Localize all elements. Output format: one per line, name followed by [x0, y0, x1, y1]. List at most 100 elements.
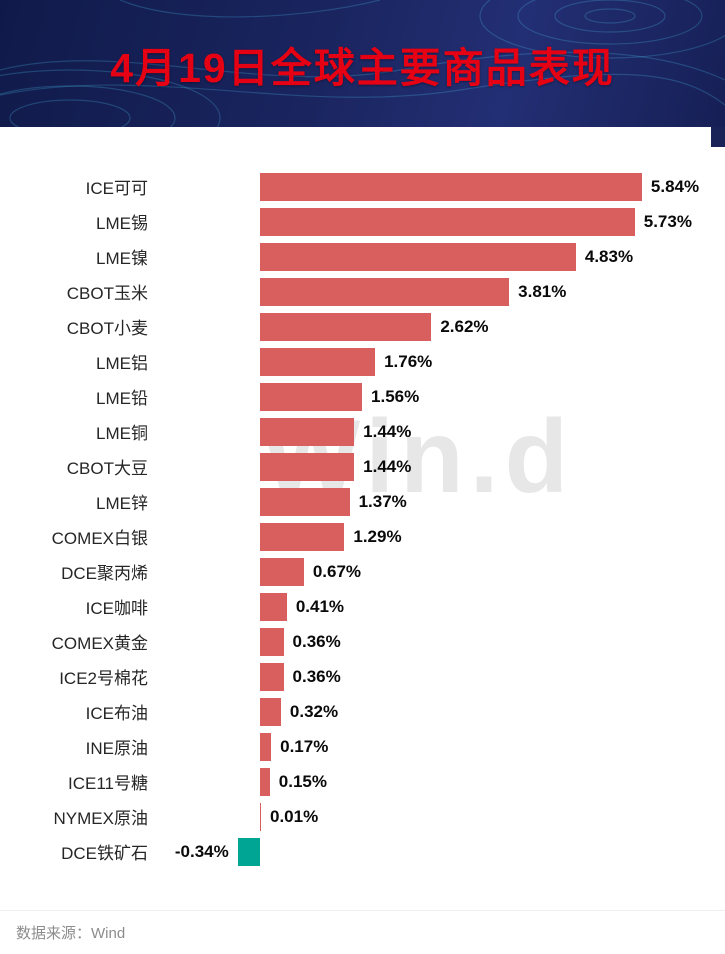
header-banner: 4月19日全球主要商品表现	[0, 0, 725, 127]
value-label: 0.36%	[292, 666, 341, 686]
chart-row: ICE11号糖 0.15%	[0, 764, 725, 799]
chart-row: LME铜 1.44%	[0, 414, 725, 449]
bar-zone: 0.17%	[152, 729, 725, 764]
value-label: 1.44%	[363, 456, 412, 476]
footer: 数据来源：Wind	[0, 910, 725, 954]
value-bar	[260, 382, 363, 411]
value-label: 0.01%	[270, 806, 319, 826]
value-label: 0.41%	[295, 596, 345, 616]
category-label: LME铅	[96, 389, 148, 408]
value-bar	[260, 522, 345, 551]
value-bar	[260, 277, 510, 306]
bar-zone: 2.62%	[152, 309, 725, 344]
data-source-label: 数据来源：Wind	[16, 925, 126, 942]
bar-zone: 0.01%	[152, 799, 725, 834]
value-bar	[260, 312, 432, 341]
bar-zone: 0.36%	[152, 624, 725, 659]
category-label: CBOT玉米	[66, 284, 148, 303]
category-label: LME铝	[96, 354, 148, 373]
category-label: CBOT大豆	[66, 459, 148, 478]
value-bar	[260, 347, 376, 376]
page-title: 4月19日全球主要商品表现	[110, 44, 615, 91]
value-bar	[260, 557, 304, 586]
bar-zone: 0.36%	[152, 659, 725, 694]
bar-zone: 0.32%	[152, 694, 725, 729]
chart-row: INE原油 0.17%	[0, 729, 725, 764]
category-label: ICE可可	[85, 179, 148, 198]
chart-row: NYMEX原油 0.01%	[0, 799, 725, 834]
value-bar	[260, 417, 355, 446]
chart-row: CBOT玉米 3.81%	[0, 274, 725, 309]
value-label: 3.81%	[518, 281, 567, 301]
value-label: 1.76%	[384, 351, 433, 371]
value-bar	[260, 802, 261, 831]
chart-row: COMEX黄金 0.36%	[0, 624, 725, 659]
chart-row: ICE2号棉花 0.36%	[0, 659, 725, 694]
category-label: ICE2号棉花	[59, 669, 148, 688]
bar-zone: 0.41%	[152, 589, 725, 624]
chart-row: DCE聚丙烯 0.67%	[0, 554, 725, 589]
chart-row: LME锌 1.37%	[0, 484, 725, 519]
chart-row: LME锡 5.73%	[0, 204, 725, 239]
value-bar	[260, 487, 350, 516]
category-label: LME镍	[96, 249, 148, 268]
chart-row: LME铅 1.56%	[0, 379, 725, 414]
value-label: -0.34%	[174, 841, 229, 861]
category-label: NYMEX原油	[53, 809, 148, 828]
value-bar	[260, 662, 284, 691]
bar-zone: 1.29%	[152, 519, 725, 554]
value-label: 0.32%	[289, 701, 339, 721]
chart-row: CBOT大豆 1.44%	[0, 449, 725, 484]
value-bar	[260, 207, 635, 236]
category-label: DCE聚丙烯	[61, 564, 148, 583]
chart-row: ICE布油 0.32%	[0, 694, 725, 729]
chart-row: CBOT小麦 2.62%	[0, 309, 725, 344]
value-label: 5.84%	[650, 176, 700, 196]
bar-zone: 4.83%	[152, 239, 725, 274]
bar-zone: 1.76%	[152, 344, 725, 379]
value-bar	[260, 697, 281, 726]
category-label: COMEX白银	[51, 529, 148, 548]
bar-zone: 5.84%	[152, 169, 725, 204]
chart-row: LME镍 4.83%	[0, 239, 725, 274]
category-label: ICE11号糖	[68, 774, 148, 793]
value-bar	[260, 242, 576, 271]
bar-zone: 3.81%	[152, 274, 725, 309]
category-label: COMEX黄金	[51, 634, 148, 653]
chart-row: ICE可可 5.84%	[0, 169, 725, 204]
bar-zone: 1.44%	[152, 449, 725, 484]
value-label: 1.44%	[363, 421, 412, 441]
category-label: ICE咖啡	[85, 599, 148, 618]
contour-lines-decoration	[0, 0, 725, 127]
value-bar	[260, 592, 287, 621]
bar-zone: 0.67%	[152, 554, 725, 589]
value-bar	[260, 732, 272, 761]
value-label: 1.29%	[353, 526, 402, 546]
value-label: 1.37%	[358, 491, 407, 511]
header-corner-tab	[711, 127, 725, 147]
category-label: DCE铁矿石	[61, 844, 148, 863]
chart-row: COMEX白银 1.29%	[0, 519, 725, 554]
value-label: 0.15%	[278, 771, 327, 791]
value-bar	[260, 627, 284, 656]
bar-zone: 0.15%	[152, 764, 725, 799]
chart-row: DCE铁矿石 -0.34%	[0, 834, 725, 869]
category-label: ICE布油	[85, 704, 148, 723]
value-bar	[260, 452, 355, 481]
value-label: 4.83%	[584, 246, 634, 266]
value-bar	[237, 837, 260, 866]
category-label: LME铜	[96, 424, 148, 443]
value-label: 0.67%	[312, 561, 362, 581]
bar-zone: 1.37%	[152, 484, 725, 519]
value-label: 5.73%	[643, 211, 692, 231]
bar-zone: 1.56%	[152, 379, 725, 414]
value-bar	[260, 767, 270, 796]
value-label: 2.62%	[440, 316, 489, 336]
value-label: 0.17%	[280, 736, 329, 756]
bar-zone: 1.44%	[152, 414, 725, 449]
value-bar	[260, 172, 642, 201]
value-label: 0.36%	[292, 631, 341, 651]
value-label: 1.56%	[371, 386, 420, 406]
category-label: LME锌	[96, 494, 148, 513]
